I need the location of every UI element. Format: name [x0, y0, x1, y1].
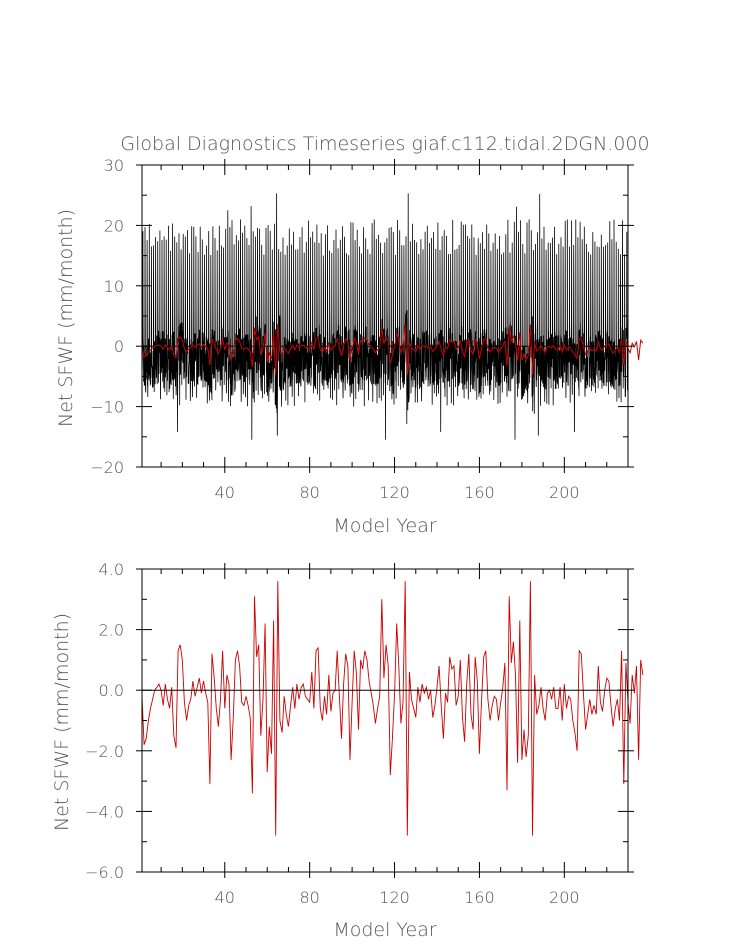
- x-tick-label: 40: [215, 888, 235, 907]
- x-tick-label: 120: [379, 483, 410, 502]
- y-tick-label: 2.0: [99, 621, 124, 640]
- monthly-line-path: [141, 193, 629, 440]
- top-panel: Global Diagnostics Timeseries giaf.c112.…: [55, 133, 650, 537]
- x-tick-label: 160: [464, 483, 495, 502]
- y-tick-label: 20: [104, 216, 124, 235]
- y-tick-label: 4.0: [99, 560, 124, 579]
- monthly-series-line: [141, 193, 629, 440]
- x-tick-labels: 40 80 120 160 200: [215, 888, 580, 907]
- x-tick-label: 80: [299, 483, 319, 502]
- x-tick-label: 160: [464, 888, 495, 907]
- bottom-panel: 40 80 120 160 200 −6.0 −4.0 −2.0 0.0 2.0 4.0 Mode…: [51, 560, 644, 941]
- y-axis-label: Net SFWF (mm/month): [51, 613, 73, 831]
- y-tick-labels: −20 −10 0 10 20 30: [90, 156, 124, 477]
- x-tick-label: 120: [379, 888, 410, 907]
- y-tick-label: 0.0: [99, 681, 124, 700]
- y-tick-label: −6.0: [85, 863, 124, 882]
- annual-mean-series-line: [141, 581, 644, 836]
- y-tick-label: −2.0: [85, 742, 124, 761]
- plot-frame: [141, 568, 629, 873]
- annual-mean-series-line: [141, 324, 644, 376]
- axis-ticks: [136, 563, 634, 878]
- x-tick-labels: 40 80 120 160 200: [215, 483, 580, 502]
- y-tick-label: −4.0: [85, 802, 124, 821]
- annual-mean-line-path: [141, 324, 644, 376]
- y-axis-label: Net SFWF (mm/month): [55, 209, 77, 427]
- x-tick-label: 200: [549, 888, 580, 907]
- y-tick-label: 10: [104, 277, 124, 296]
- y-tick-label: 0: [114, 337, 124, 356]
- x-axis-label: Model Year: [333, 919, 437, 941]
- x-tick-label: 200: [549, 483, 580, 502]
- annual-mean-line-path: [141, 581, 644, 836]
- y-tick-label: −20: [90, 458, 124, 477]
- y-tick-label: −10: [90, 398, 124, 417]
- x-tick-label: 40: [215, 483, 235, 502]
- x-tick-label: 80: [299, 888, 319, 907]
- y-tick-labels: −6.0 −4.0 −2.0 0.0 2.0 4.0: [85, 560, 124, 882]
- axis-ticks: [136, 159, 634, 473]
- chart-title: Global Diagnostics Timeseries giaf.c112.…: [120, 133, 649, 155]
- y-tick-label: 30: [104, 156, 124, 175]
- x-axis-label: Model Year: [333, 515, 437, 537]
